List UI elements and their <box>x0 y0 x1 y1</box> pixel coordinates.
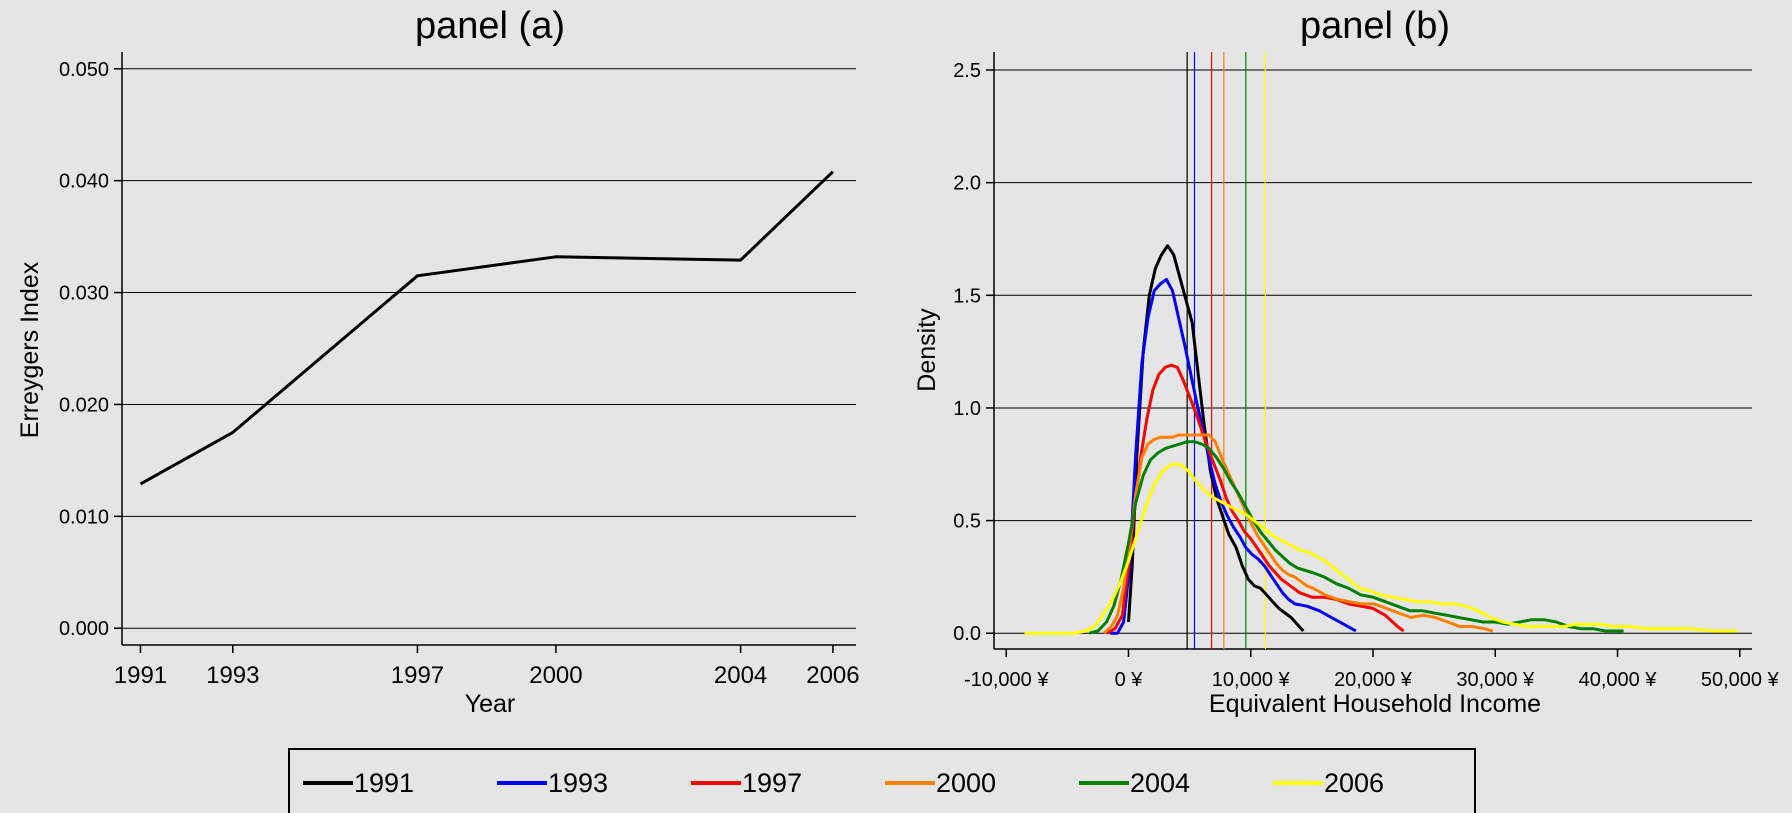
legend: 1991 1993 1997 2000 2004 2006 <box>288 748 1476 813</box>
panel-b-density-curve-2000 <box>1102 433 1494 635</box>
panel-a-y-tick-label: 0.010 <box>59 506 109 528</box>
panel-a-title: panel (a) <box>415 5 565 47</box>
panel-b-y-tick-label: 1.5 <box>953 285 981 307</box>
panel-a: 0.000 0.010 0.020 0.030 0.040 0.050 1991 1993 19… <box>59 52 860 689</box>
panel-b-y-tick-label: 0.0 <box>953 623 981 645</box>
panel-b-y-tick-label: 2.0 <box>953 173 981 195</box>
panel-b-x-tick-label: -10,000 ¥ <box>964 669 1049 691</box>
legend-label-1993: 1993 <box>548 768 608 798</box>
panel-a-x-tick-label: 2004 <box>714 662 767 689</box>
panel-a-y-tick-label: 0.040 <box>59 171 109 193</box>
panel-b-x-tick-label: 30,000 ¥ <box>1456 669 1535 691</box>
panel-a-x-tick-label: 1991 <box>114 662 167 689</box>
panel-a-y-tick-label: 0.050 <box>59 59 109 81</box>
panel-b-y-tick-label: 1.0 <box>953 398 981 420</box>
panel-b-x-axis-label: Equivalent Household Income <box>1209 690 1541 718</box>
panel-b-y-tick-label: 2.5 <box>953 60 981 82</box>
panel-b-x-tick-label: 40,000 ¥ <box>1579 669 1658 691</box>
legend-label-1991: 1991 <box>354 768 414 798</box>
panel-a-y-axis-label: Erreygers Index <box>16 261 44 438</box>
panel-b-x-tick-label: 0 ¥ <box>1115 669 1144 691</box>
legend-label-2000: 2000 <box>936 768 996 798</box>
panel-b-density-curve-2006 <box>1024 462 1738 635</box>
panel-a-series-line <box>139 170 834 486</box>
panel-b-x-tick-label: 50,000 ¥ <box>1701 669 1780 691</box>
legend-label-1997: 1997 <box>742 768 802 798</box>
panel-a-y-tick-label: 0.030 <box>59 283 109 305</box>
panel-a-x-tick-label: 2000 <box>529 662 582 689</box>
panel-a-y-tick-label: 0.020 <box>59 394 109 416</box>
panel-b-title: panel (b) <box>1300 5 1450 47</box>
panel-b-x-tick-label: 10,000 ¥ <box>1212 669 1291 691</box>
panel-a-x-tick-label: 1993 <box>206 662 259 689</box>
legend-label-2004: 2004 <box>1130 768 1190 798</box>
panel-a-x-axis-label: Year <box>465 690 516 718</box>
panel-a-y-tick-label: 0.000 <box>59 618 109 640</box>
panel-a-x-tick-label: 2006 <box>806 662 859 689</box>
panel-b-y-tick-label: 0.5 <box>953 511 981 533</box>
panel-b-y-axis-label: Density <box>913 308 941 392</box>
panel-a-x-tick-label: 1997 <box>391 662 444 689</box>
legend-label-2006: 2006 <box>1324 768 1384 798</box>
panel-b-density-curve-1991 <box>1127 244 1305 633</box>
panel-b: 0.0 0.5 1.0 1.5 2.0 2.5 -10,000 ¥ 0 ¥ 10,000 ¥ 20… <box>953 52 1780 691</box>
panel-b-x-tick-label: 20,000 ¥ <box>1334 669 1413 691</box>
panel-b-density-curve-1993 <box>1110 278 1357 635</box>
panel-b-density-curve-1997 <box>1105 363 1405 635</box>
